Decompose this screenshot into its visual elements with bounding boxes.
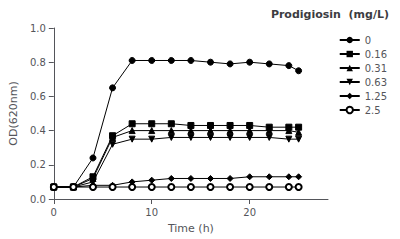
svg-text:OD(620nm): OD(620nm): [7, 81, 20, 145]
svg-text:0.6: 0.6: [30, 91, 46, 102]
svg-text:10: 10: [145, 207, 158, 218]
svg-text:0.8: 0.8: [30, 57, 46, 68]
svg-text:0.31: 0.31: [365, 63, 387, 74]
svg-text:2.5: 2.5: [365, 105, 381, 116]
svg-text:0.16: 0.16: [365, 49, 387, 60]
svg-text:0.4: 0.4: [30, 125, 46, 136]
svg-text:0.2: 0.2: [30, 159, 46, 170]
svg-text:1.0: 1.0: [30, 23, 46, 34]
svg-text:Time (h): Time (h): [167, 222, 214, 235]
svg-text:Prodigiosin (mg/L): Prodigiosin (mg/L): [271, 8, 389, 21]
svg-text:20: 20: [243, 207, 256, 218]
svg-text:0: 0: [51, 207, 57, 218]
svg-text:0.63: 0.63: [365, 77, 387, 88]
svg-text:1.25: 1.25: [365, 91, 387, 102]
svg-text:0: 0: [365, 35, 371, 46]
svg-text:0.0: 0.0: [30, 194, 46, 205]
